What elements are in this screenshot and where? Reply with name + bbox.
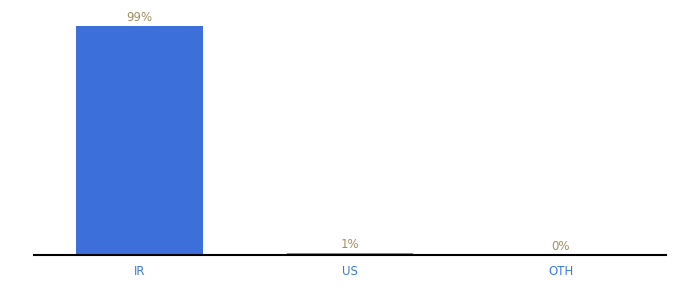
Text: 99%: 99% [126, 11, 152, 25]
Bar [76, 26, 203, 255]
Bar [287, 253, 413, 255]
Text: 1%: 1% [341, 238, 360, 251]
Text: 0%: 0% [551, 240, 571, 253]
